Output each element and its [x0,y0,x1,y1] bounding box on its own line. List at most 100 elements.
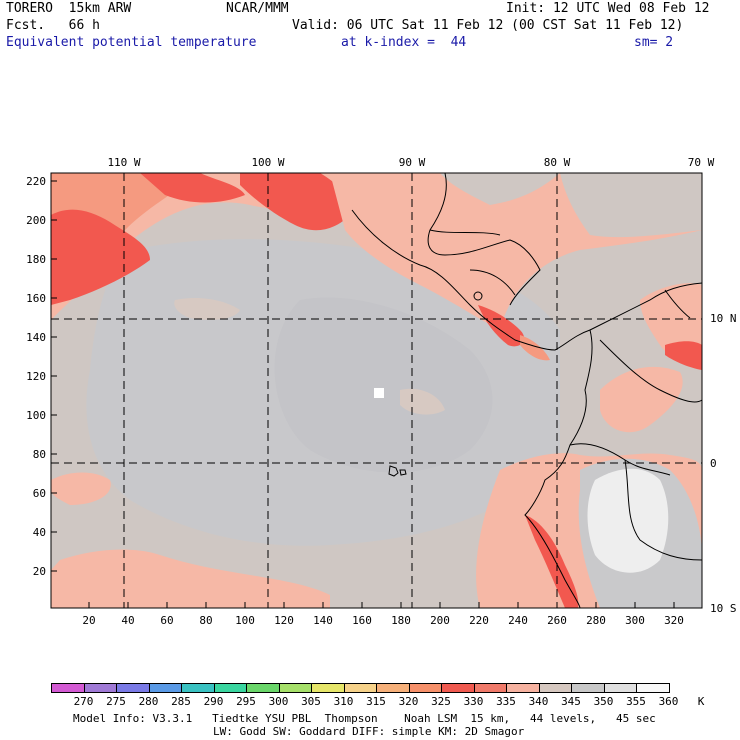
x-tick-140: 140 [313,614,333,627]
x-tick-80: 80 [199,614,213,627]
x-tick-60: 60 [160,614,174,627]
colorbar-label-285: 285 [171,695,191,708]
field-patch-1 [174,298,240,320]
lon-label-70w: 70 W [687,156,715,169]
lon-label-100w: 100 W [251,156,285,169]
valid-time: Valid: 06 UTC Sat 11 Feb 12 (00 CST Sat … [292,18,684,33]
field-patch-2 [400,388,445,415]
x-tick-300: 300 [625,614,645,627]
galapagos-islands [388,465,407,477]
y-tick-80: 80 [32,448,46,461]
axis-ticks [51,180,675,608]
x-tick-100: 100 [235,614,255,627]
footer-model-info: Model Info: V3.3.1 Tiedtke YSU PBL Thomp… [73,712,656,725]
colorbar-label-325: 325 [431,695,451,708]
coastlines [351,173,702,608]
lon-label-80w: 80 W [543,156,571,169]
init-time: Init: 12 UTC Wed 08 Feb 12 [506,1,710,16]
center-name: NCAR/MMM [226,1,289,16]
colorbar-swatch-300 [246,683,280,693]
lat-label-0: 0 [710,457,717,470]
colorbar-label-355: 355 [626,695,646,708]
y-tick-120: 120 [26,370,46,383]
colorbar-swatch-325 [408,683,442,693]
y-tick-140: 140 [26,331,46,344]
field-red-costarica [478,305,525,347]
field-red-nw [51,209,150,305]
x-tick-160: 160 [352,614,372,627]
field-pink-colombia [600,366,683,433]
colorbar-label-315: 315 [366,695,386,708]
colorbar-unit: K [697,695,705,708]
colorbar-swatch-280 [116,683,150,693]
colorbar-label-310: 310 [333,695,354,708]
colorbar-swatch-295 [213,683,247,693]
footer-physics-info: LW: Godd SW: Goddard DIFF: simple KM: 2D… [213,725,525,738]
y-tick-220: 220 [26,175,46,188]
colorbar-label-335: 335 [496,695,516,708]
colorbar-swatch-340 [506,683,540,693]
x-tick-280: 280 [586,614,606,627]
border-colombia-venezuela [599,339,702,403]
field-lightgray-2 [274,297,493,473]
smoothing-info: sm= 2 [634,35,674,50]
model-name: TORERO 15km ARW [6,1,132,16]
field-red-venezuela [665,341,702,370]
theta-e-field [51,173,702,608]
y-tick-180: 180 [26,253,46,266]
colorbar-label-320: 320 [398,695,419,708]
field-salmon-panama [520,335,550,361]
colorbar-label-300: 300 [268,695,289,708]
colorbar-swatch-310 [311,683,345,693]
colorbar-swatch-275 [83,683,117,693]
colorbar-swatch-345 [538,683,572,693]
border-honduras [469,269,516,296]
colorbar-label-290: 290 [203,695,224,708]
colorbar-swatch-320 [376,683,410,693]
field-pink-south [51,549,330,608]
colorbar-label-345: 345 [561,695,581,708]
colorbar-swatch-360 [636,683,670,693]
field-red-peru [525,515,579,608]
lat-label-10s: 10 S [710,602,737,615]
lake-nicaragua [473,291,483,301]
lon-label-110w: 110 W [107,156,141,169]
colorbar-label-340: 340 [528,695,549,708]
colorbar-swatch-315 [343,683,377,693]
y-tick-60: 60 [32,487,46,500]
x-tick-40: 40 [121,614,135,627]
graticule [51,173,702,608]
colorbar-label-350: 350 [593,695,614,708]
border-peru-brazil [624,459,702,561]
x-tick-220: 220 [469,614,489,627]
field-white-amazon [587,468,669,573]
field-white-dot [374,388,384,398]
forecast-hour: Fcst. 66 h [6,18,100,33]
lon-label-90w: 90 W [398,156,426,169]
colorbar-swatch-285 [148,683,182,693]
plot-frame [50,172,703,609]
x-tick-240: 240 [508,614,528,627]
x-tick-260: 260 [547,614,567,627]
colorbar-swatch-270 [51,683,85,693]
y-tick-100: 100 [26,409,46,422]
x-tick-200: 200 [430,614,450,627]
y-tick-40: 40 [32,526,46,539]
y-tick-160: 160 [26,292,46,305]
colorbar-label-305: 305 [301,695,321,708]
colorbar-label-275: 275 [106,695,126,708]
x-tick-20: 20 [82,614,96,627]
x-tick-180: 180 [391,614,411,627]
lat-label-10n: 10 N [710,312,737,325]
pacific-coastline [351,209,593,608]
field-red-nw2 [140,173,245,203]
field-gray-caribbean2 [560,173,702,238]
field-gray-caribbean [440,173,560,205]
colorbar-label-295: 295 [236,695,256,708]
x-tick-120: 120 [274,614,294,627]
x-tick-320: 320 [664,614,684,627]
colorbar-label-330: 330 [463,695,484,708]
colorbar-swatch-355 [603,683,637,693]
border-guatemala [429,229,501,236]
